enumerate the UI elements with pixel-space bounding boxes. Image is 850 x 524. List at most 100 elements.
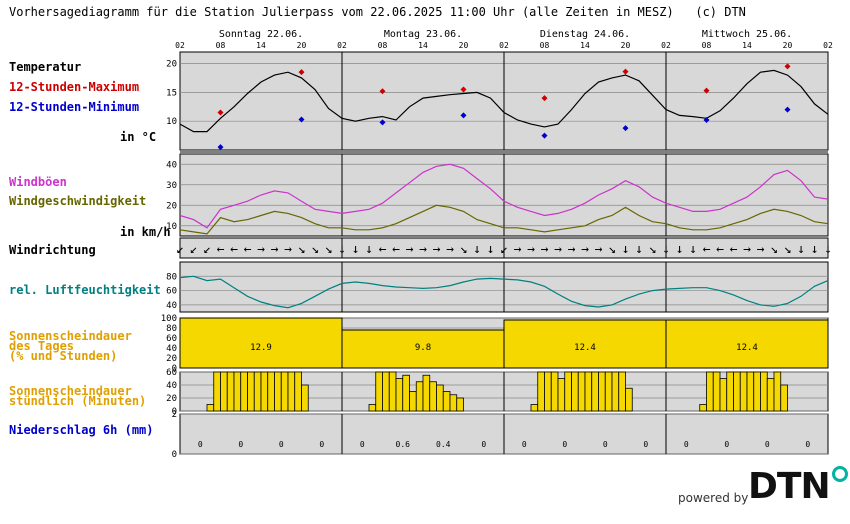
powered-by-text: powered by [678, 491, 749, 505]
sun-hour-bar [375, 371, 383, 412]
wind-direction-arrow: ← [703, 242, 711, 257]
wind-direction-arrow: ↓ [338, 242, 346, 257]
hour-tick-label: 02 [823, 41, 833, 50]
wind-direction-arrow: ↓ [365, 242, 373, 257]
chart-title: Vorhersagediagramm für die Station Julie… [9, 5, 746, 19]
wind-direction-arrow: ↓ [662, 242, 670, 257]
precip-value: 0 [603, 440, 608, 449]
sun-hour-bar [584, 371, 593, 412]
y-tick-label: 40 [166, 381, 177, 391]
hour-tick-label: 20 [459, 41, 469, 50]
y-tick-label: 80 [166, 272, 177, 282]
wind-direction-arrow: ↓ [487, 242, 495, 257]
hour-tick-label: 02 [337, 41, 347, 50]
label-temp-unit: in °C [120, 130, 157, 144]
min-marker [541, 132, 548, 139]
sun-hour-bar [253, 371, 262, 412]
wind-direction-arrow: → [419, 242, 427, 257]
wind-direction-arrow: ↙ [190, 242, 198, 257]
label-min: 12-Stunden-Minimum [9, 100, 140, 114]
sun-hour-bar [294, 371, 302, 412]
sun-hour-bar [537, 371, 545, 412]
hour-tick-label: 08 [540, 41, 550, 50]
wind-direction-arrow: ↓ [473, 242, 481, 257]
wind-direction-arrow: ← [392, 242, 400, 257]
sun-hour-bar [733, 371, 741, 412]
precip-value: 0 [360, 440, 365, 449]
hour-tick-label: 14 [742, 41, 752, 50]
wind-direction-arrow: → [284, 242, 292, 257]
max-marker [703, 87, 710, 94]
min-marker [703, 117, 710, 124]
wind-direction-arrow: ← [244, 242, 252, 257]
sun-hour-bar [395, 378, 404, 412]
y-tick-label: 60 [166, 287, 177, 297]
precip-value: 0 [643, 440, 648, 449]
min-marker [298, 116, 305, 123]
min-marker [784, 106, 791, 113]
max-marker [541, 95, 548, 102]
sun-hour-bar [274, 371, 282, 412]
precip-value: 0.6 [396, 440, 411, 449]
sun-hour-bar [530, 404, 539, 412]
sun-hour-bar [591, 371, 599, 412]
sun-day-value: 9.8 [415, 343, 431, 353]
sun-hour-bar [436, 384, 444, 412]
y-tick-label: 20 [166, 394, 177, 404]
y-tick-label: 20 [166, 60, 177, 70]
label-direction: Windrichtung [9, 243, 96, 257]
sun-hour-bar [422, 374, 431, 412]
y-tick-label: 0 [172, 450, 177, 460]
sun-hour-bar [213, 371, 221, 412]
wind-direction-arrow: ↘ [311, 242, 319, 257]
precip-value: 0 [319, 440, 324, 449]
day-label: Sonntag 22.06. [219, 29, 303, 40]
y-tick-label: 0 [172, 407, 177, 417]
sun-hour-bar [753, 371, 761, 412]
wind-direction-arrow: → [257, 242, 265, 257]
label-sun-day-2: des Tages [9, 339, 75, 353]
label-precip: Niederschlag 6h (mm) [9, 423, 154, 437]
precip-value: 0 [238, 440, 243, 449]
precip-value: 0 [198, 440, 203, 449]
max-marker [379, 88, 386, 95]
sun-hour-bar [564, 371, 572, 412]
sun-hour-bar [409, 391, 417, 412]
y-tick-label: 100 [161, 314, 177, 324]
sun-day-value: 12.4 [574, 343, 596, 353]
sun-hour-bar [442, 391, 451, 412]
sun-hour-bar [611, 371, 620, 412]
max-marker [298, 69, 305, 76]
precip-value: 0 [522, 440, 527, 449]
wind-direction-arrow: ↓ [635, 242, 643, 257]
sun-hour-bar [571, 371, 579, 412]
hour-tick-label: 02 [499, 41, 509, 50]
label-humidity: rel. Luftfeuchtigkeit [9, 283, 161, 297]
sun-hour-bar [388, 371, 397, 412]
logo-dot-icon [832, 466, 848, 482]
sun-hour-bar [368, 404, 377, 412]
gusts-line [179, 163, 829, 229]
temperature-line [179, 69, 829, 133]
wind-direction-arrow: → [595, 242, 603, 257]
wind-direction-arrow: → [554, 242, 562, 257]
wind-direction-arrow: ↘ [649, 242, 657, 257]
wind-direction-arrow: ↘ [770, 242, 778, 257]
sun-hour-bar [287, 371, 296, 412]
label-temperature: Temperatur [9, 60, 82, 74]
wind-direction-arrow: ↓ [824, 242, 832, 257]
min-marker [622, 125, 629, 132]
wind-direction-arrow: → [743, 242, 751, 257]
wind-direction-arrow: → [446, 242, 454, 257]
wind-direction-arrow: ↘ [608, 242, 616, 257]
wind-direction-arrow: → [433, 242, 441, 257]
sun-hour-bar [544, 371, 552, 412]
precip-value: 0 [765, 440, 770, 449]
sun-hour-bar [746, 371, 755, 412]
sun-hour-bar [206, 404, 215, 412]
wind-direction-arrow: ↓ [676, 242, 684, 257]
wind-direction-arrow: → [568, 242, 576, 257]
hour-tick-label: 20 [297, 41, 307, 50]
wind-direction-arrow: ← [716, 242, 724, 257]
